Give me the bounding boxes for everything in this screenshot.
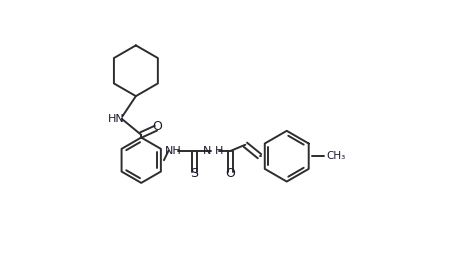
Text: H: H [214, 146, 222, 156]
Text: NH: NH [165, 146, 181, 156]
Text: CH₃: CH₃ [326, 151, 345, 161]
Text: HN: HN [107, 114, 124, 124]
Text: N: N [202, 146, 211, 156]
Text: O: O [152, 120, 162, 133]
Text: S: S [190, 167, 198, 180]
Text: O: O [225, 167, 235, 180]
